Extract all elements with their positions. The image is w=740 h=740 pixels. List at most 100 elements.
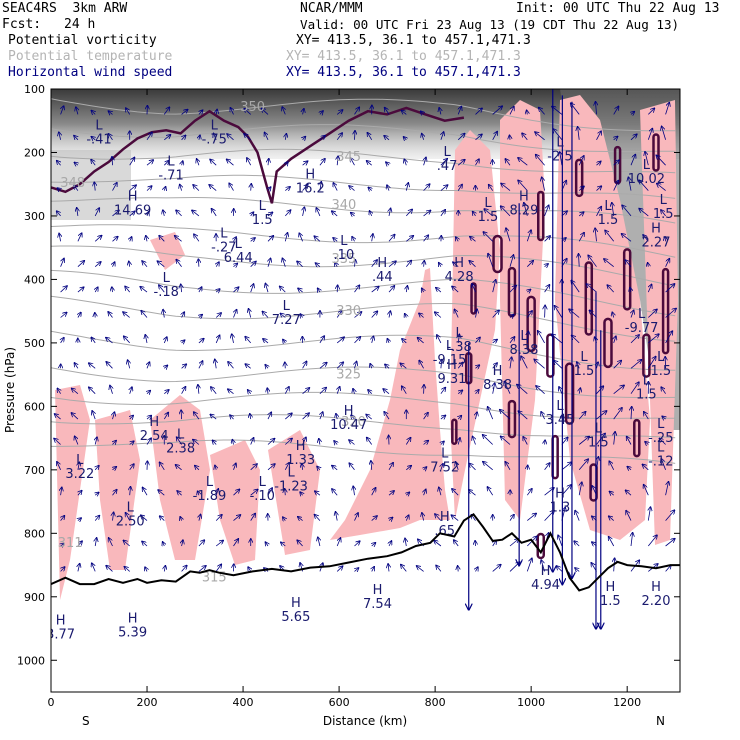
wind-vector: [384, 136, 390, 140]
wind-vector: [250, 490, 258, 496]
pink-region-west4: [210, 440, 260, 565]
wind-vector: [142, 261, 148, 267]
wind-vector: [571, 281, 580, 293]
pv-extremum-value: -2.5: [547, 150, 572, 165]
wind-vector: [230, 108, 233, 115]
theta-contour-line: [51, 295, 676, 342]
wind-vector: [439, 108, 441, 115]
wind-vector: [457, 160, 465, 166]
wind-vector: [108, 134, 113, 141]
pv-extremum-kind: L: [556, 399, 564, 414]
wind-vector: [354, 337, 361, 344]
pv-extremum-value: 6.44: [224, 251, 253, 266]
wind-vector: [106, 566, 113, 572]
wind-vector: [164, 365, 167, 368]
wind-vector: [157, 261, 165, 268]
pv-extremum-value: 2.20: [642, 594, 671, 609]
wind-vector: [419, 361, 424, 369]
wind-vector: [457, 185, 462, 191]
wind-vector: [613, 408, 622, 420]
pv-contour-cell: [622, 248, 632, 311]
wind-vector: [476, 365, 480, 368]
wind-vector: [526, 311, 532, 318]
wind-vector: [639, 209, 649, 217]
y-tick-label: 500: [24, 337, 45, 350]
field-pv-name: Potential vorticity: [8, 33, 157, 48]
wind-vector: [181, 387, 186, 394]
pv-extremum-kind: H: [447, 358, 457, 373]
wind-vector: [268, 412, 271, 420]
theta-contour-line: [51, 414, 676, 439]
wind-vector: [195, 466, 199, 470]
wind-vector: [146, 438, 151, 445]
wind-vector: [613, 385, 624, 395]
wind-vector: [492, 310, 499, 318]
wind-vector: [198, 491, 199, 495]
wind-vector: [145, 567, 147, 571]
wind-vector: [181, 566, 187, 572]
pv-extremum-kind: H: [651, 221, 661, 236]
wind-vector: [303, 207, 305, 216]
pv-extremum-kind: H: [651, 580, 661, 595]
pv-extremum-value: 3.22: [65, 467, 94, 482]
pv-extremum-value: -1.23: [274, 480, 308, 495]
wind-vector: [108, 312, 113, 318]
pv-extremum-value: 7.54: [363, 597, 392, 612]
pink-region-east2: [500, 100, 545, 520]
wind-vector: [147, 416, 151, 420]
wind-vector: [526, 558, 532, 572]
wind-vector: [518, 158, 528, 166]
wind-vector: [198, 385, 199, 394]
wind-vector: [113, 441, 117, 445]
wind-vector: [424, 467, 427, 470]
wind-vector: [469, 490, 476, 496]
wind-vector: [91, 111, 95, 115]
wind-vector: [350, 158, 355, 166]
wind-vector: [251, 184, 252, 191]
wind-vector: [319, 336, 324, 344]
wind-vector: [371, 516, 377, 521]
wind-vector: [146, 236, 147, 242]
pv-extremum-kind: L: [456, 326, 464, 341]
wind-vector: [505, 462, 511, 471]
wind-vector: [630, 155, 635, 166]
wind-vector: [303, 109, 304, 115]
wind-vector: [597, 362, 599, 369]
wind-vector: [215, 465, 216, 469]
wind-vector: [57, 188, 60, 191]
wind-vector: [454, 309, 459, 318]
pv-extremum-kind: H: [305, 167, 315, 182]
wind-vector: [544, 205, 549, 217]
wind-vector: [368, 390, 372, 394]
wind-vector: [492, 280, 496, 293]
wind-vector: [665, 482, 669, 496]
pv-contour-cell: [652, 133, 660, 172]
wind-vector: [336, 414, 337, 420]
wind-vector: [613, 361, 622, 369]
wind-vector: [229, 183, 234, 191]
wind-vector: [535, 132, 545, 141]
wind-vector: [553, 129, 563, 141]
wind-vector: [281, 542, 286, 546]
theta-contour-label: 315: [202, 571, 227, 586]
y-tick-label: 300: [24, 210, 45, 223]
wind-vector: [665, 237, 666, 242]
wind-vector: [61, 543, 64, 546]
wind-vector: [439, 263, 441, 267]
wind-vector: [441, 441, 444, 444]
theta-labels: 350 345 348 340 335 330 325 320 315 311: [58, 100, 366, 586]
wind-vector: [112, 210, 119, 217]
wind-vector: [182, 161, 183, 165]
center-title: NCAR/MMM: [300, 1, 363, 16]
wind-vector: [509, 515, 514, 521]
wind-vector: [424, 489, 426, 496]
wind-vector: [332, 489, 338, 496]
wind-vector: [160, 462, 165, 471]
wind-vector: [483, 435, 493, 445]
wind-vector: [421, 111, 424, 114]
wind-vector: [60, 259, 64, 267]
wind-vector: [335, 263, 337, 267]
theta-contour-label: 325: [336, 368, 361, 383]
wind-vector: [384, 412, 390, 420]
wind-vector: [61, 338, 64, 344]
